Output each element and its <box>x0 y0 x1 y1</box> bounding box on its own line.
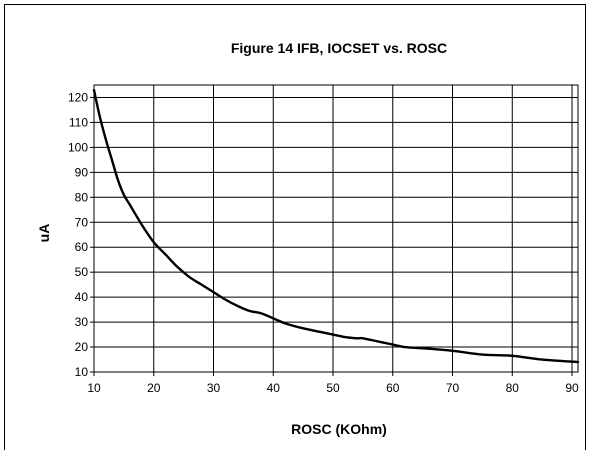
tick-labels: 10 20 30 40 50 60 70 80 90 10 20 30 40 50 60 70 80 90 100 1… <box>68 90 579 395</box>
plot-area <box>93 84 579 373</box>
y-tick-label: 20 <box>75 340 89 354</box>
y-tick-label: 110 <box>69 115 88 129</box>
x-tick-label: 30 <box>207 381 221 395</box>
y-tick-label: 70 <box>75 215 89 229</box>
x-tick-label: 80 <box>506 381 520 395</box>
y-tick-label: 30 <box>75 315 89 329</box>
series-line <box>92 88 580 364</box>
x-tick-label: 90 <box>565 381 579 395</box>
x-tick-label: 50 <box>326 381 340 395</box>
chart-frame <box>4 4 586 450</box>
y-tick-label: 50 <box>75 265 89 279</box>
x-tick-label: 10 <box>87 381 101 395</box>
x-tick-label: 40 <box>267 381 281 395</box>
y-tick-label: 40 <box>75 290 89 304</box>
y-tick-label: 90 <box>75 165 89 179</box>
x-tick-label: 20 <box>147 381 161 395</box>
y-tick-label: 80 <box>75 190 89 204</box>
y-axis-title: uA <box>36 224 52 243</box>
y-tick-label: 120 <box>68 90 88 104</box>
tick-marks <box>90 96 573 376</box>
grid <box>94 85 578 372</box>
x-tick-label: 60 <box>386 381 400 395</box>
chart-title: Figure 14 IFB, IOCSET vs. ROSC <box>231 40 447 56</box>
y-tick-label: 60 <box>75 240 89 254</box>
y-tick-label: 10 <box>75 365 89 379</box>
x-axis-title: ROSC (KOhm) <box>291 421 387 437</box>
y-tick-label: 100 <box>68 140 88 154</box>
x-tick-label: 70 <box>446 381 460 395</box>
